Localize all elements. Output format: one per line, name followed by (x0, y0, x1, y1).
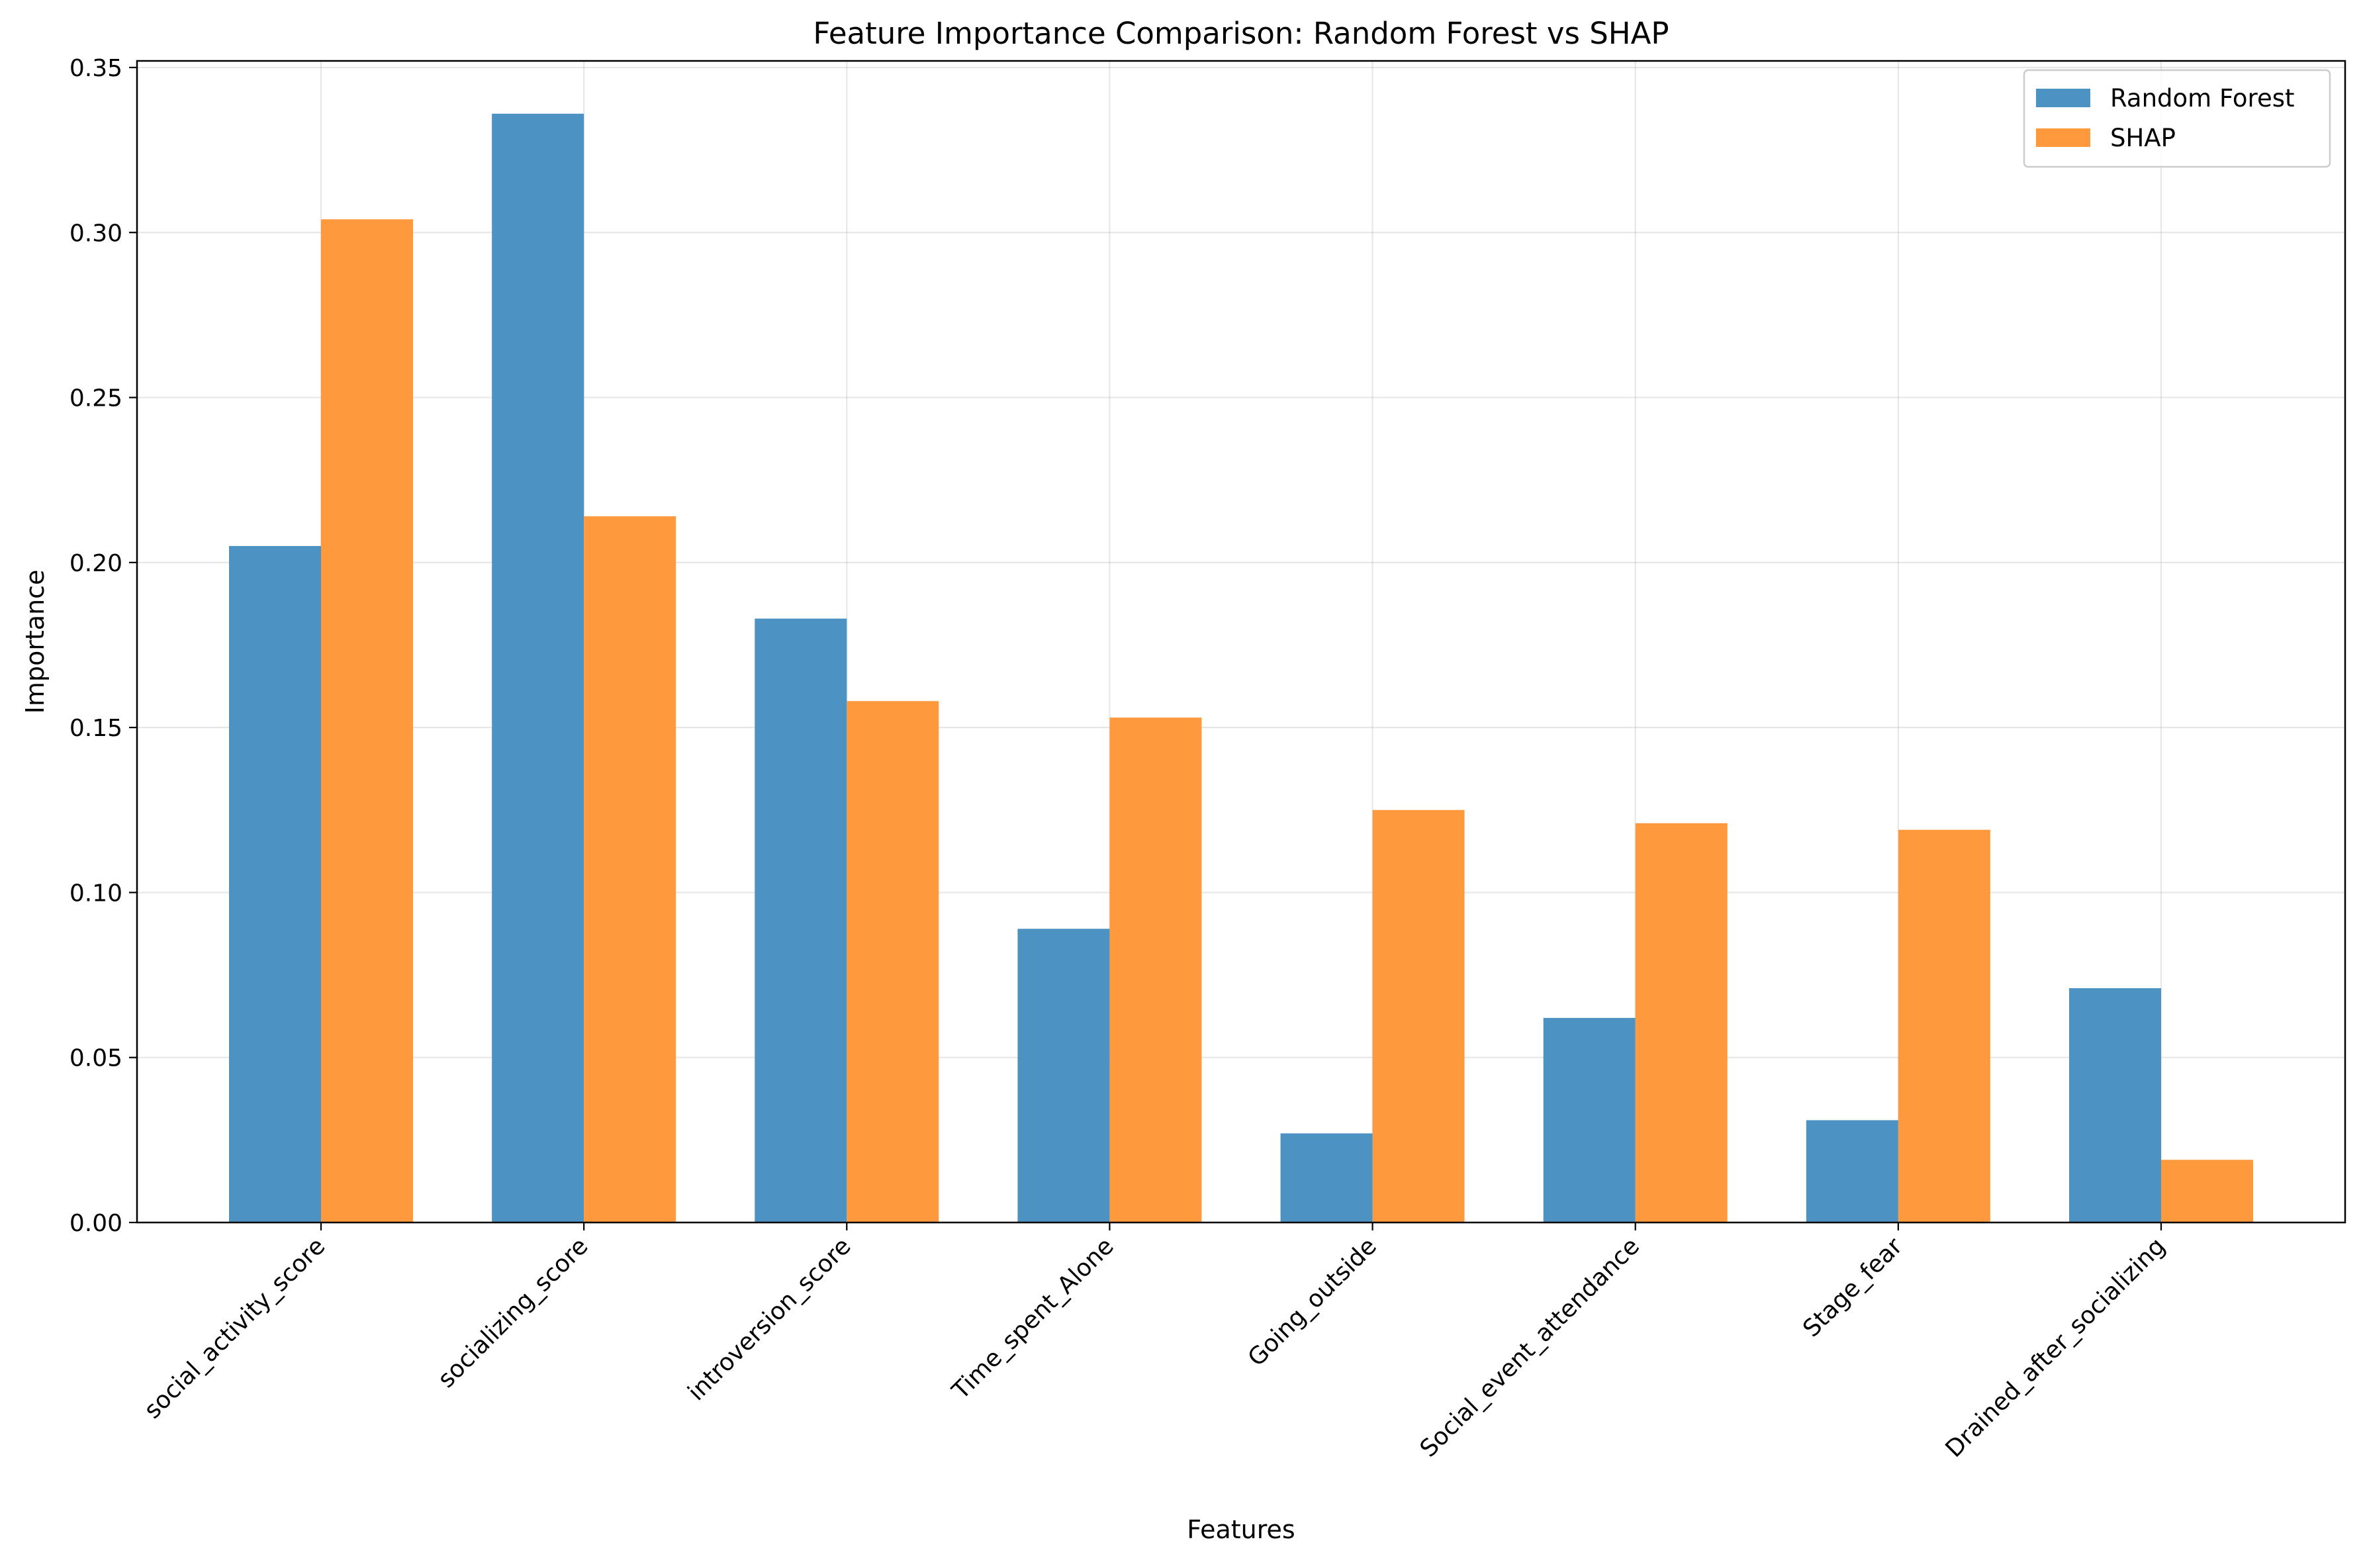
bar-shap (584, 516, 676, 1222)
y-tick-label: 0.35 (70, 55, 122, 82)
bar-random-forest (755, 618, 847, 1222)
legend-box (2023, 69, 2331, 168)
bar-shap (1898, 829, 1990, 1222)
bar-shap (1109, 717, 1202, 1222)
y-tick-label: 0.10 (70, 880, 122, 907)
bar-random-forest (1806, 1120, 1898, 1222)
bar-random-forest (2069, 988, 2161, 1222)
bar-random-forest (1280, 1133, 1373, 1222)
y-tick-label: 0.30 (70, 220, 122, 247)
y-tick-label: 0.15 (70, 715, 122, 742)
bar-shap (847, 701, 939, 1222)
bar-shap (1635, 823, 1728, 1222)
bar-random-forest (229, 545, 321, 1222)
legend-swatch (2036, 128, 2090, 147)
bar-random-forest (492, 113, 584, 1223)
y-tick-label: 0.05 (70, 1045, 122, 1072)
y-tick-label: 0.20 (70, 550, 122, 577)
bar-shap (321, 219, 413, 1223)
x-axis-label: Features (1187, 1515, 1295, 1544)
bars (229, 113, 2253, 1223)
legend-label: Random Forest (2110, 84, 2295, 113)
y-axis-label: Importance (21, 570, 50, 714)
bar-random-forest (1543, 1017, 1636, 1222)
legend: Random Forest SHAP (2023, 69, 2331, 168)
y-tick-label: 0.25 (70, 385, 122, 412)
bar-shap (2161, 1160, 2253, 1222)
plot-frame (136, 60, 2346, 1224)
legend-label: SHAP (2110, 124, 2176, 152)
legend-swatch (2036, 89, 2090, 107)
bar-shap (1372, 809, 1465, 1222)
y-axis-ticks: 0.00 0.05 0.10 0.15 0.20 0.25 0.30 0.35 (70, 55, 137, 1237)
chart-title: Feature Importance Comparison: Random Fo… (813, 16, 1669, 51)
y-tick-label: 0.00 (70, 1210, 122, 1237)
bar-random-forest (1017, 929, 1110, 1222)
